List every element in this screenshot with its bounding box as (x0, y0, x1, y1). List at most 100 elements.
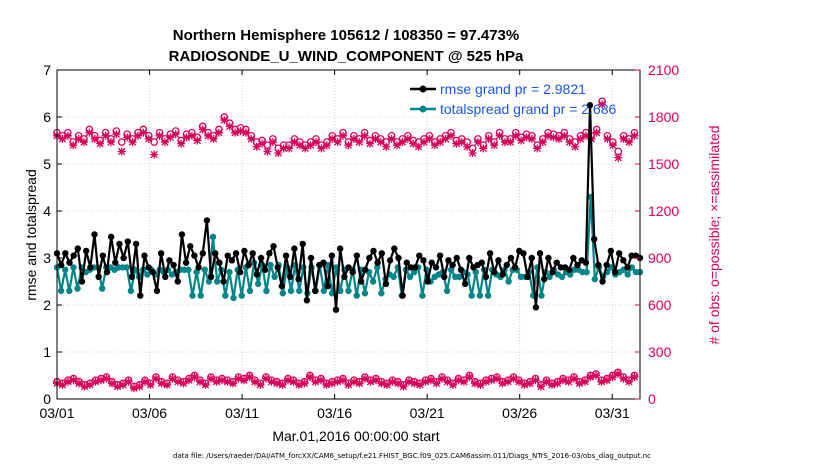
obs-assimilated-high-marker (392, 141, 401, 150)
obs-assimilated-low-marker (212, 377, 221, 386)
totalspread-point (209, 233, 217, 241)
rmse-point (545, 254, 552, 262)
obs-low-series (53, 368, 639, 393)
totalspread-point (197, 292, 204, 299)
totalspread-point (345, 287, 352, 295)
rmse-point (70, 252, 77, 259)
rmse-point (411, 264, 419, 271)
obs-assimilated-high-marker (511, 131, 520, 140)
obs-assimilated-high-marker (500, 138, 509, 147)
rmse-point (74, 245, 82, 252)
rmse-point (507, 254, 515, 262)
totalspread-point (443, 287, 451, 295)
obs-assimilated-high-marker (376, 138, 385, 147)
rmse-point (195, 264, 202, 271)
x-tick-label: 03/01 (39, 405, 74, 421)
y-right-tick-label: 1800 (648, 109, 679, 125)
obs-assimilated-low-marker (278, 380, 287, 389)
obs-assimilated-low-marker (300, 379, 309, 388)
totalspread-point (238, 292, 245, 299)
obs-assimilated-low-marker (201, 380, 210, 389)
y-right-tick-label: 2100 (648, 62, 679, 78)
obs-assimilated-high-marker (344, 141, 353, 150)
totalspread-point (271, 273, 278, 280)
totalspread-point (263, 287, 270, 295)
rmse-point (124, 238, 131, 245)
obs-assimilated-high-marker (279, 144, 288, 153)
obs-assimilated-low-marker (355, 379, 364, 388)
obs-assimilated-high-marker (177, 139, 186, 148)
rmse-point (424, 278, 431, 285)
obs-assimilated-high-marker (312, 138, 321, 147)
obs-assimilated-high-marker (630, 131, 639, 140)
rmse-point (66, 259, 73, 266)
totalspread-point (226, 268, 233, 276)
obs-assimilated-low-marker (349, 377, 358, 386)
y-axis-left: 0 1 2 3 4 5 6 7 (43, 62, 62, 407)
obs-assimilated-low-marker (234, 374, 243, 383)
obs-assimilated-high-marker (495, 131, 504, 140)
totalspread-point (538, 292, 545, 299)
obs-assimilated-low-marker (344, 380, 353, 389)
obs-assimilated-low-marker (146, 380, 155, 389)
obs-assimilated-high-marker (225, 122, 234, 131)
obs-assimilated-low-marker (91, 377, 100, 386)
y-right-tick-label: 600 (648, 297, 672, 313)
obs-assimilated-low-marker (283, 376, 292, 385)
obs-assimilated-low-marker (173, 377, 182, 386)
rmse-point (445, 257, 452, 264)
rmse-point (466, 254, 473, 262)
totalspread-point (213, 278, 221, 285)
legend-spread-label: totalspread grand pr = 2.686 (440, 101, 617, 117)
obs-assimilated-low-marker (465, 373, 474, 382)
totalspread-point (468, 292, 475, 299)
obs-assimilated-low-marker (399, 382, 408, 391)
rmse-point (137, 292, 144, 299)
totalspread-point (189, 292, 196, 299)
rmse-point (116, 240, 123, 248)
obs-assimilated-high-marker (155, 131, 164, 140)
x-tick-label: 03/21 (410, 405, 445, 421)
rmse-point (128, 273, 136, 280)
obs-assimilated-high-marker (150, 150, 159, 159)
rmse-point (461, 280, 469, 288)
obs-assimilated-high-marker (592, 128, 601, 137)
totalspread-point (201, 266, 209, 273)
rmse-point (282, 252, 290, 259)
rmse-point (382, 280, 390, 288)
obs-assimilated-high-marker (484, 134, 493, 143)
obs-assimilated-high-marker (571, 142, 580, 151)
rmse-point (291, 245, 298, 252)
rmse-point (349, 268, 356, 276)
obs-assimilated-low-marker (547, 380, 556, 389)
totalspread-point (583, 268, 590, 276)
obs-assimilated-low-marker (426, 376, 435, 385)
obs-assimilated-low-marker (69, 376, 78, 385)
obs-assimilated-low-marker (487, 376, 496, 385)
obs-assimilated-low-marker (113, 382, 122, 391)
obs-assimilated-high-marker (231, 128, 240, 137)
totalspread-point (624, 271, 631, 278)
obs-assimilated-high-marker (112, 130, 121, 139)
obs-assimilated-low-marker (129, 384, 138, 393)
rmse-point (245, 261, 252, 269)
rmse-point (153, 287, 161, 295)
obs-assimilated-low-marker (630, 373, 639, 382)
totalspread-point (57, 287, 65, 295)
totalspread-point (558, 273, 566, 280)
rmse-point (420, 257, 427, 264)
rmse-point (87, 264, 94, 271)
obs-assimilated-low-marker (261, 374, 270, 383)
rmse-point (232, 250, 240, 257)
obs-assimilated-high-marker (268, 138, 277, 147)
obs-assimilated-low-marker (415, 380, 424, 389)
totalspread-point (374, 264, 381, 271)
obs-assimilated-low-marker (184, 376, 193, 385)
obs-assimilated-low-marker (245, 373, 254, 382)
rmse-point (624, 264, 631, 271)
obs-assimilated-high-marker (360, 131, 369, 140)
totalspread-point (98, 285, 106, 292)
obs-assimilated-low-marker (388, 377, 397, 386)
y-right-tick-label: 900 (648, 250, 672, 266)
